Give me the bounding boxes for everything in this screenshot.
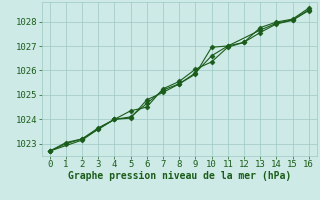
X-axis label: Graphe pression niveau de la mer (hPa): Graphe pression niveau de la mer (hPa) — [68, 171, 291, 181]
